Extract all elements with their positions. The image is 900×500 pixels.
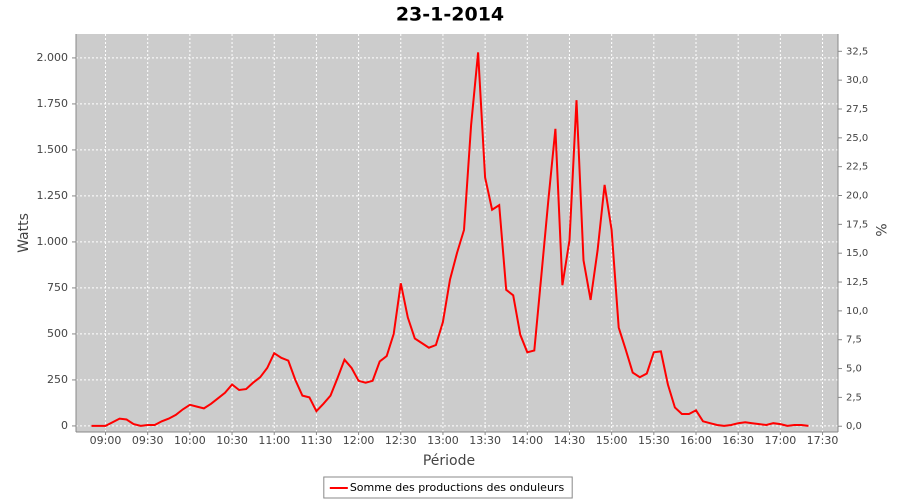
y2-tick-label: 25,0 (846, 133, 868, 144)
y-tick-label: 750 (47, 281, 68, 294)
x-tick-label: 10:30 (216, 434, 248, 447)
y2-tick-label: 12,5 (846, 277, 868, 288)
x-tick-label: 14:30 (554, 434, 586, 447)
y-tick-label: 1.750 (37, 97, 69, 110)
y2-tick-label: 15,0 (846, 248, 868, 259)
x-tick-label: 13:00 (427, 434, 459, 447)
y2-tick-label: 10,0 (846, 306, 868, 317)
y2-tick-label: 27,5 (846, 104, 868, 115)
y2-tick-label: 30,0 (846, 75, 868, 86)
y2-axis-label: % (872, 223, 888, 236)
y2-tick-label: 5,0 (846, 364, 862, 375)
x-tick-label: 12:00 (343, 434, 375, 447)
x-tick-label: 10:00 (174, 434, 206, 447)
x-tick-label: 11:00 (258, 434, 290, 447)
y2-tick-label: 7,5 (846, 335, 862, 346)
x-tick-label: 15:00 (596, 434, 628, 447)
y-tick-label: 500 (47, 327, 68, 340)
y-tick-label: 1.250 (37, 189, 69, 202)
legend-box (323, 476, 573, 499)
y2-tick-label: 2,5 (846, 392, 862, 403)
plot-area (76, 34, 838, 432)
x-tick-label: 09:00 (90, 434, 122, 447)
y2-tick-label: 17,5 (846, 219, 868, 230)
x-tick-label: 15:30 (638, 434, 670, 447)
y-tick-label: 2.000 (37, 51, 69, 64)
y-tick-label: 1.500 (37, 143, 69, 156)
x-tick-label: 16:00 (680, 434, 712, 447)
y-tick-label: 1.000 (37, 235, 69, 248)
y2-tick-label: 0,0 (846, 421, 862, 432)
y2-tick-label: 32,5 (846, 46, 868, 57)
y-tick-label: 250 (47, 373, 68, 386)
x-tick-label: 16:30 (722, 434, 754, 447)
x-tick-label: 17:30 (807, 434, 839, 447)
x-axis-label: Période (423, 453, 475, 469)
x-tick-label: 12:30 (385, 434, 417, 447)
chart-title: 23-1-2014 (396, 4, 504, 26)
y-tick-label: 0 (61, 419, 68, 432)
y-axis-label: Watts (16, 213, 32, 253)
x-tick-label: 14:00 (511, 434, 543, 447)
x-tick-label: 09:30 (132, 434, 164, 447)
y2-tick-label: 20,0 (846, 191, 868, 202)
y2-tick-label: 22,5 (846, 162, 868, 173)
series-line (91, 52, 809, 427)
x-tick-label: 11:30 (301, 434, 333, 447)
x-tick-label: 17:00 (765, 434, 797, 447)
x-tick-label: 13:30 (469, 434, 501, 447)
legend-label: Somme des productions des onduleurs (350, 481, 565, 494)
